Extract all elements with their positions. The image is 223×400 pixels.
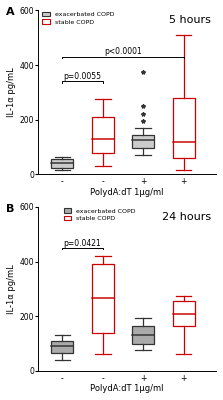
Y-axis label: IL-1α pg/mL: IL-1α pg/mL bbox=[8, 264, 17, 314]
Text: A: A bbox=[6, 7, 15, 17]
Y-axis label: IL-1α pg/mL: IL-1α pg/mL bbox=[8, 68, 17, 117]
Text: p=0.0055: p=0.0055 bbox=[64, 72, 101, 81]
Bar bbox=[132, 326, 154, 344]
Bar bbox=[173, 98, 195, 158]
Legend: exacerbated COPD, stable COPD: exacerbated COPD, stable COPD bbox=[62, 207, 137, 222]
X-axis label: PolydA:dT 1μg/ml: PolydA:dT 1μg/ml bbox=[90, 384, 164, 393]
Text: p<0.0001: p<0.0001 bbox=[104, 48, 142, 56]
Text: p=0.0421: p=0.0421 bbox=[64, 238, 101, 248]
Bar bbox=[92, 117, 114, 152]
Text: 24 hours: 24 hours bbox=[162, 212, 211, 222]
Bar bbox=[132, 135, 154, 148]
Bar bbox=[173, 301, 195, 326]
Bar bbox=[51, 159, 73, 168]
Bar bbox=[92, 264, 114, 333]
Bar bbox=[51, 341, 73, 353]
Legend: exacerbated COPD, stable COPD: exacerbated COPD, stable COPD bbox=[41, 10, 116, 26]
Text: B: B bbox=[6, 204, 14, 214]
X-axis label: PolydA:dT 1μg/ml: PolydA:dT 1μg/ml bbox=[90, 188, 164, 196]
Text: 5 hours: 5 hours bbox=[169, 15, 211, 25]
